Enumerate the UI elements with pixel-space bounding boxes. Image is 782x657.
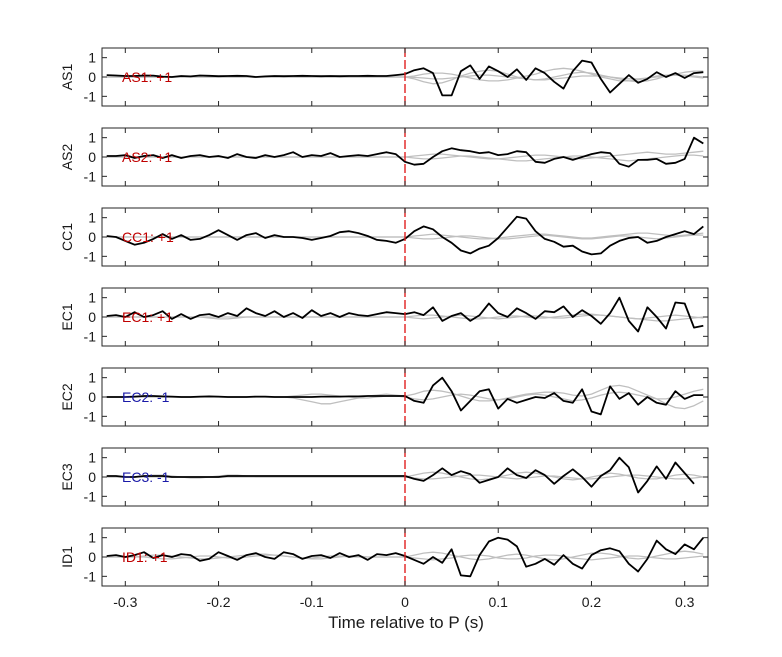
x-tick-label: 0.1	[488, 594, 508, 610]
panel-ec1: 1 0 -1 EC1 EC1: +1	[59, 287, 709, 347]
as2-polarity-annotation: AS2: +1	[122, 149, 172, 165]
panels: 1 0 -1 AS1 AS1: +1 1 0 -1 AS2 AS2: +1 1 0 -1 CC1 CC1: …	[59, 47, 709, 587]
x-tick-label: 0.3	[675, 594, 695, 610]
x-tick-label: 0.2	[582, 594, 602, 610]
y-tick-label: -1	[84, 568, 97, 584]
x-axis-ticks: -0.3 -0.2 -0.1 0 0.1 0.2 0.3	[113, 594, 694, 610]
ec2-polarity-annotation: EC2: -1	[122, 389, 170, 405]
y-tick-label: 1	[88, 450, 96, 466]
y-tick-label: 0	[88, 69, 96, 85]
as1-polarity-annotation: AS1: +1	[122, 69, 172, 85]
panel-ec2: 1 0 -1 EC2 EC2: -1	[59, 367, 709, 427]
id1-y-axis-label: ID1	[59, 546, 75, 568]
y-tick-label: -1	[84, 88, 97, 104]
y-tick-label: -1	[84, 328, 97, 344]
panel-ec3: 1 0 -1 EC3 EC3: -1	[59, 447, 709, 507]
cc1-polarity-annotation: CC1: +1	[122, 229, 174, 245]
as2-signal-trace-0	[106, 136, 704, 168]
ec1-polarity-annotation: EC1: +1	[122, 309, 173, 325]
panel-cc1: 1 0 -1 CC1 CC1: +1	[59, 207, 709, 267]
ec2-y-axis-label: EC2	[59, 383, 75, 410]
y-tick-label: 0	[88, 309, 96, 325]
x-tick-label: -0.3	[113, 594, 137, 610]
cc1-y-axis-label: CC1	[59, 223, 75, 251]
y-tick-label: 0	[88, 149, 96, 165]
panel-as1: 1 0 -1 AS1 AS1: +1	[59, 47, 709, 107]
x-tick-label: 0	[401, 594, 409, 610]
y-tick-label: 1	[88, 290, 96, 306]
panel-as2: 1 0 -1 AS2 AS2: +1	[59, 127, 709, 187]
panel-id1: 1 0 -1 ID1 ID1: +1	[59, 527, 709, 587]
y-tick-label: 0	[88, 389, 96, 405]
y-tick-label: -1	[84, 408, 97, 424]
x-axis-label: Time relative to P (s)	[328, 613, 484, 632]
y-tick-label: -1	[84, 168, 97, 184]
ec1-y-axis-label: EC1	[59, 303, 75, 330]
y-tick-label: 0	[88, 549, 96, 565]
y-tick-label: 1	[88, 210, 96, 226]
ec3-signal-trace-0	[106, 456, 695, 494]
y-tick-label: -1	[84, 488, 97, 504]
y-tick-label: -1	[84, 248, 97, 264]
y-tick-label: 0	[88, 229, 96, 245]
id1-polarity-annotation: ID1: +1	[122, 549, 168, 565]
y-tick-label: 1	[88, 370, 96, 386]
x-tick-label: -0.2	[206, 594, 230, 610]
ec3-y-axis-label: EC3	[59, 463, 75, 490]
as2-y-axis-label: AS2	[59, 144, 75, 171]
y-tick-label: 1	[88, 130, 96, 146]
x-tick-label: -0.1	[300, 594, 324, 610]
ec3-polarity-annotation: EC3: -1	[122, 469, 170, 485]
y-tick-label: 0	[88, 469, 96, 485]
y-tick-label: 1	[88, 530, 96, 546]
y-tick-label: 1	[88, 50, 96, 66]
as1-y-axis-label: AS1	[59, 64, 75, 91]
